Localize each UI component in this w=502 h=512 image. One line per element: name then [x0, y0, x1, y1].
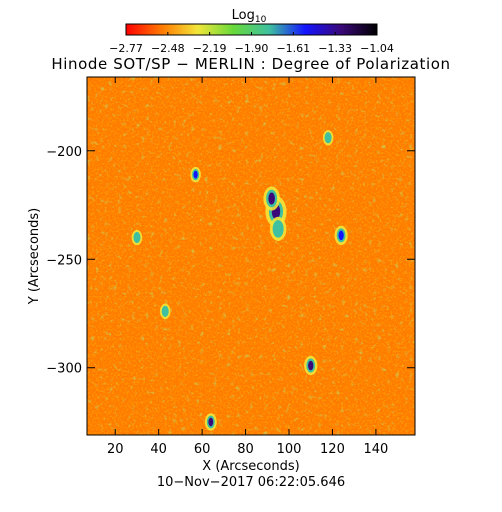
polarization-core: [268, 192, 275, 205]
polarization-core: [134, 233, 140, 242]
x-axis-ticks: 20 40 60 80 100 120 140: [107, 77, 388, 457]
x-tick-label: 40: [150, 442, 167, 457]
polarization-core: [163, 307, 168, 316]
colorbar-ticks: [125, 32, 378, 35]
heatmap-image: [87, 77, 415, 435]
colorbar-tick-label: −1.61: [276, 42, 310, 55]
x-tick-label: 60: [194, 442, 211, 457]
y-tick-label: −300: [46, 362, 82, 377]
y-tick-label: −200: [46, 145, 82, 160]
polarization-core: [274, 222, 282, 235]
y-axis-label: Y (Arcseconds): [27, 208, 42, 305]
colorbar-tick-label: −2.48: [151, 42, 185, 55]
polarization-core: [338, 230, 344, 241]
polarization-core: [326, 133, 331, 142]
timestamp: 10−Nov−2017 06:22:05.646: [157, 475, 345, 490]
colorbar-tick-label: −2.19: [193, 42, 227, 55]
polarization-core: [193, 170, 198, 179]
x-tick-label: 100: [277, 442, 302, 457]
chart-title: Hinode SOT/SP − MERLIN : Degree of Polar…: [51, 55, 450, 73]
x-axis-label: X (Arcseconds): [202, 459, 299, 474]
x-tick-label: 20: [107, 442, 124, 457]
colorbar-tick-label: −1.90: [235, 42, 269, 55]
colorbar-label: Log10: [232, 8, 267, 25]
colorbar-tick-label: −1.04: [360, 42, 394, 55]
colorbar-tick-labels: −2.77 −2.48 −2.19 −1.90 −1.61 −1.33 −1.04: [109, 42, 394, 55]
colorbar-tick-label: −1.33: [318, 42, 352, 55]
plot-frame: [86, 76, 416, 436]
x-tick-label: 120: [320, 442, 345, 457]
y-axis-ticks: −200 −250 −300: [46, 145, 415, 377]
polarization-core: [308, 360, 314, 371]
polarization-core: [208, 417, 214, 427]
colorbar-tick-label: −2.77: [109, 42, 143, 55]
x-tick-label: 80: [237, 442, 254, 457]
x-tick-label: 140: [363, 442, 388, 457]
y-tick-label: −250: [46, 253, 82, 268]
